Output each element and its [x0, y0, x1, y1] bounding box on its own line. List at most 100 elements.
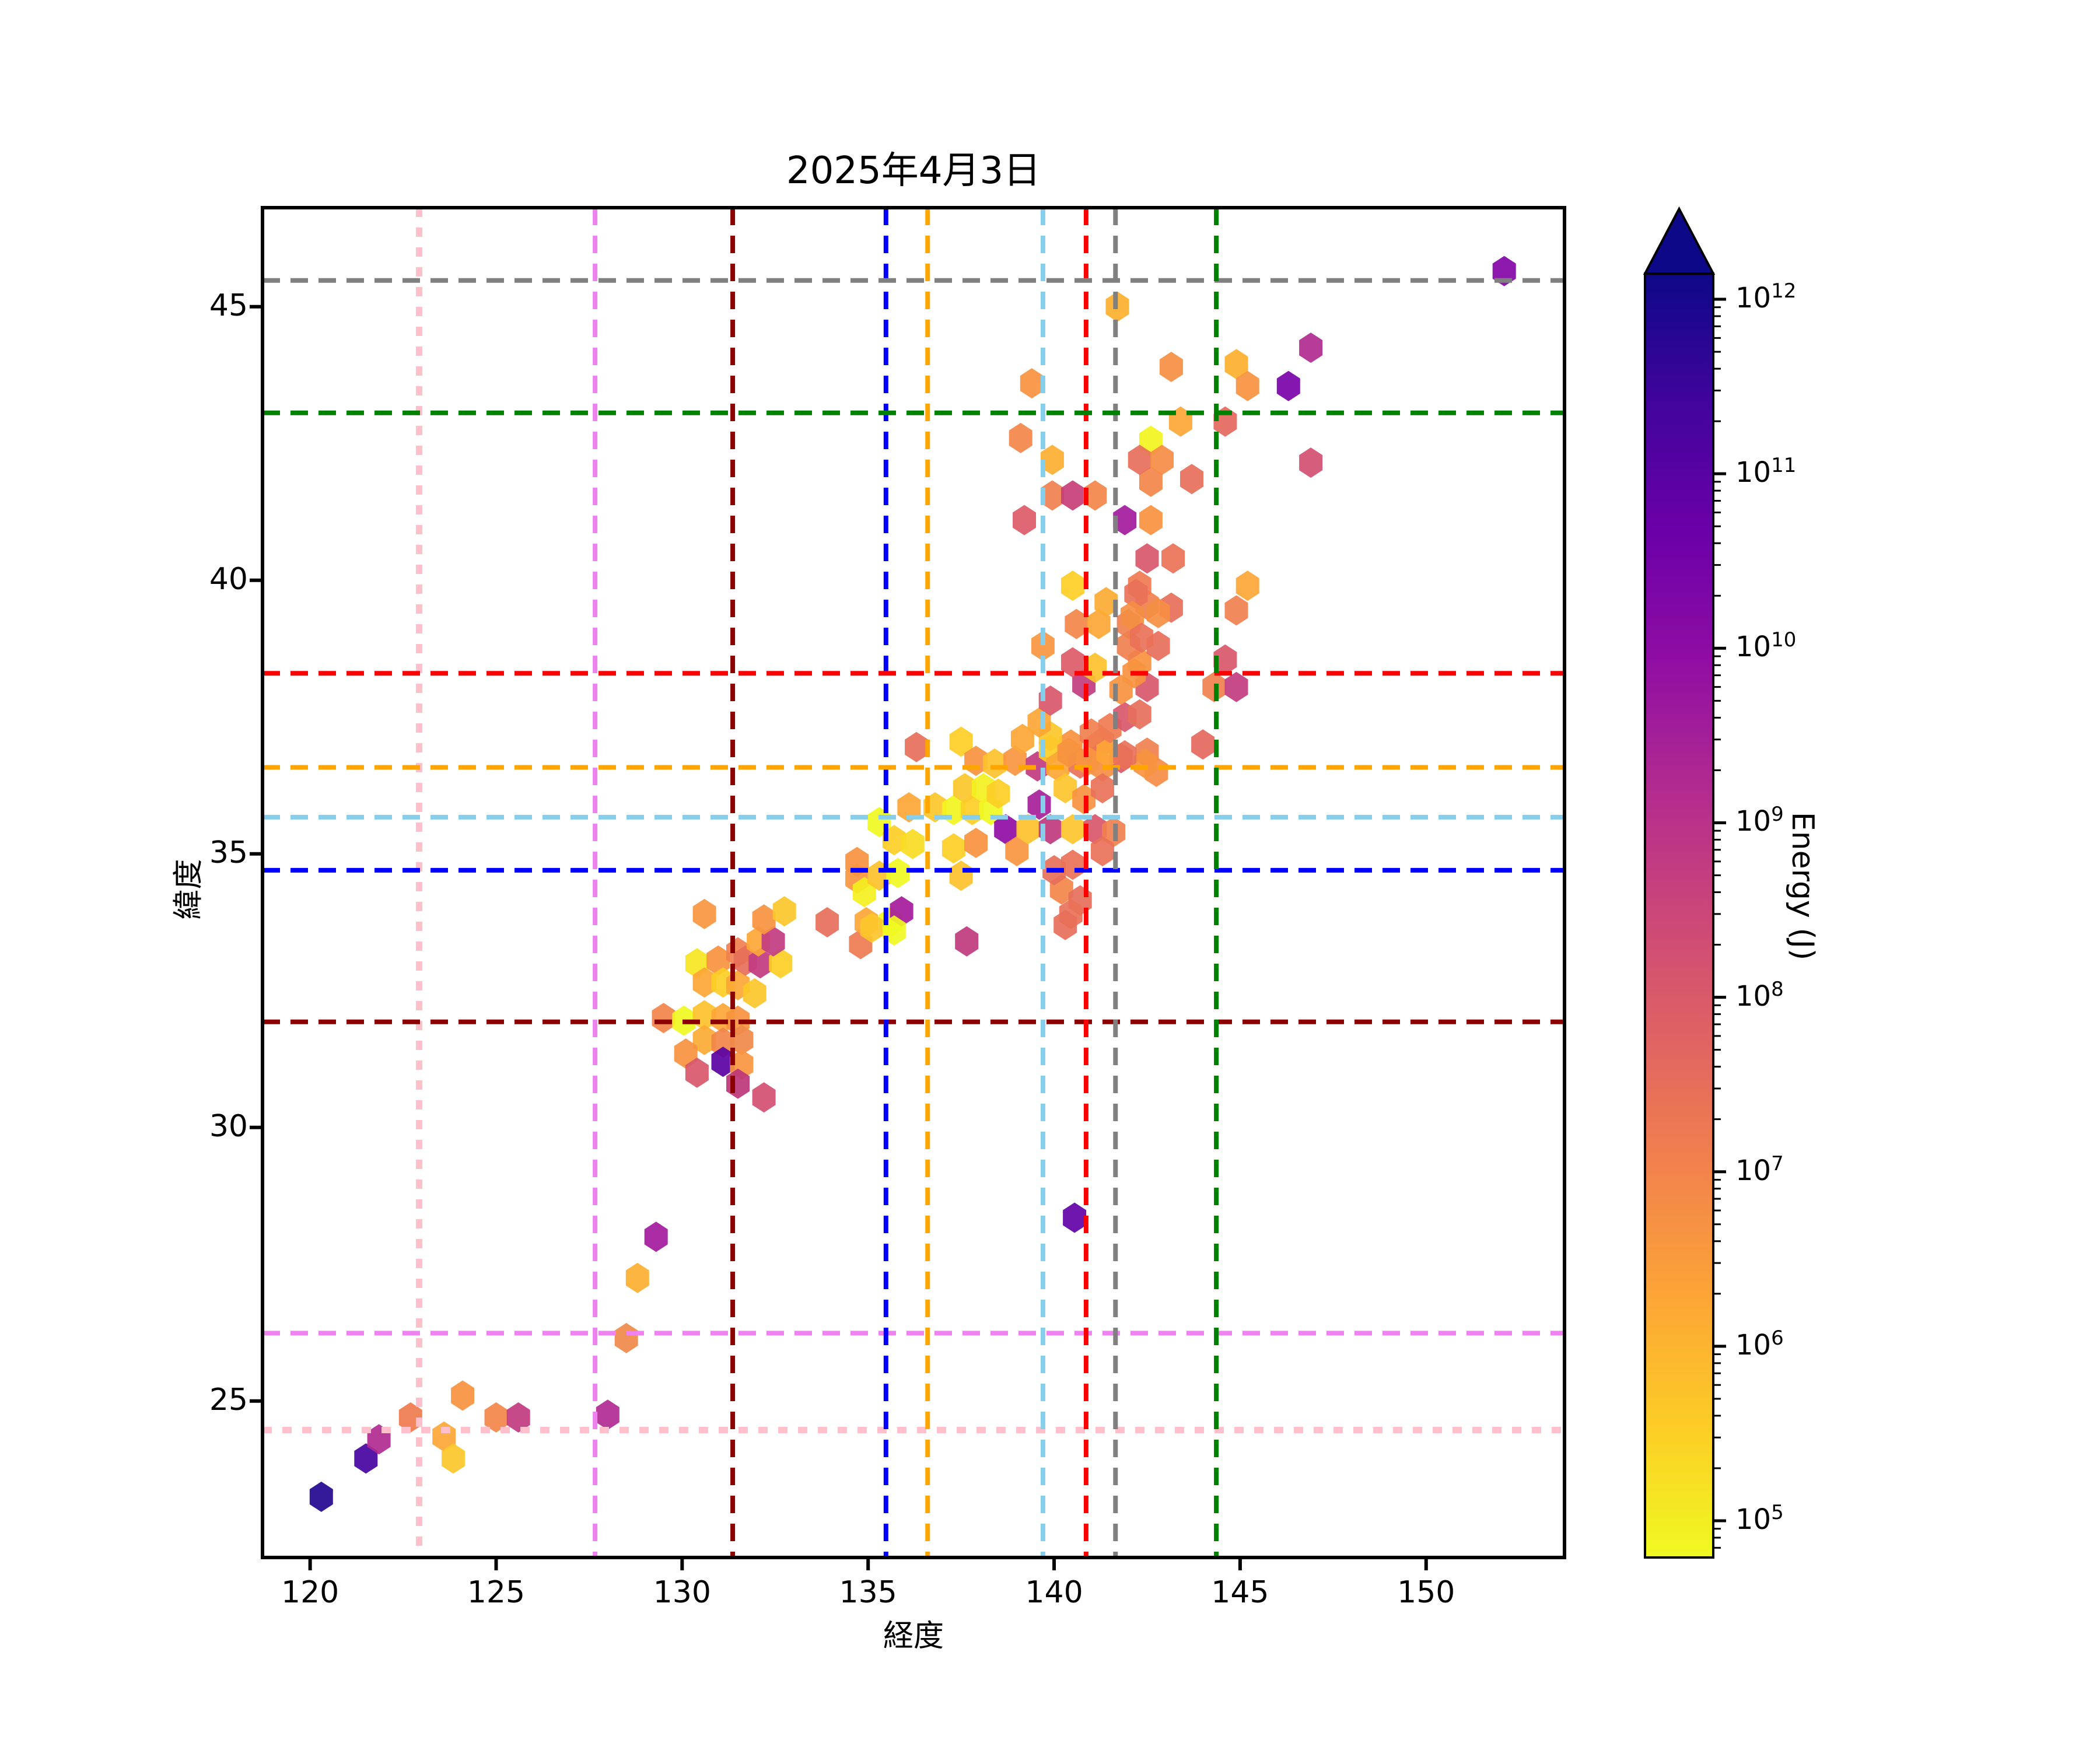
colorbar-tick-label: 106	[1735, 1326, 1784, 1362]
hex-data-point	[748, 948, 772, 979]
y-tick-label: 40	[209, 561, 248, 597]
hex-data-point	[1191, 729, 1215, 760]
hex-data-point	[692, 967, 716, 998]
hex-data-point	[1040, 480, 1064, 511]
hex-data-point	[1129, 622, 1153, 653]
hex-data-point	[1161, 543, 1185, 574]
y-tick-label: 25	[209, 1382, 248, 1418]
hex-data-point	[1094, 587, 1118, 618]
x-tick-label: 135	[839, 1575, 897, 1610]
hex-data-point	[1005, 836, 1029, 867]
colorbar-tick-label: 105	[1735, 1501, 1784, 1536]
colorbar-tick-label: 1012	[1735, 279, 1797, 315]
hex-data-point	[1060, 814, 1084, 845]
hex-data-point	[905, 732, 929, 762]
hex-data-point	[1057, 737, 1081, 768]
y-tick-label: 30	[209, 1108, 248, 1144]
hex-data-point	[994, 814, 1018, 845]
hex-data-point	[692, 1024, 716, 1055]
hex-data-point	[1224, 671, 1248, 702]
hex-data-point	[860, 912, 884, 943]
hex-data-point	[506, 1402, 530, 1433]
x-tick-label: 120	[281, 1575, 340, 1610]
hex-data-point	[1083, 480, 1107, 511]
hex-data-point	[1009, 422, 1032, 453]
hex-data-point	[949, 860, 973, 891]
hex-data-point	[1276, 370, 1300, 401]
hex-data-point	[711, 1046, 735, 1077]
x-axis-label: 経度	[883, 1619, 944, 1654]
x-tick-label: 145	[1211, 1575, 1269, 1610]
hex-data-point	[1065, 608, 1088, 639]
colorbar-outline	[1644, 272, 1714, 1559]
hex-data-point	[652, 1003, 676, 1034]
hex-data-point	[949, 726, 973, 757]
hex-data-point	[685, 1057, 709, 1088]
hex-data-point	[1128, 444, 1152, 475]
hex-data-point	[772, 896, 796, 927]
hex-data-point	[442, 1443, 466, 1474]
y-axis-label: 緯度	[171, 859, 206, 920]
hex-data-point	[596, 1399, 620, 1430]
hex-data-point	[1054, 773, 1077, 804]
hex-data-point	[964, 828, 988, 858]
hex-data-point	[730, 1024, 754, 1055]
hex-data-point	[942, 833, 965, 864]
hex-data-point	[1146, 598, 1170, 628]
hex-data-point	[1121, 600, 1144, 631]
colorbar-tick-label: 1010	[1735, 628, 1797, 664]
hex-data-point	[1236, 370, 1259, 401]
hex-data-point	[711, 1027, 735, 1058]
hex-data-point	[1224, 349, 1248, 380]
hex-data-point	[1133, 748, 1157, 779]
hex-data-point	[354, 1443, 378, 1474]
hex-data-point	[752, 1082, 776, 1113]
hex-data-point	[1060, 647, 1084, 678]
hex-data-point	[1139, 466, 1163, 497]
hex-data-point	[1060, 480, 1084, 511]
hex-data-point	[1236, 570, 1259, 601]
hex-data-point	[1139, 505, 1163, 536]
hex-data-point	[886, 858, 910, 888]
hex-data-point	[761, 926, 785, 957]
chart-title: 2025年4月3日	[786, 149, 1041, 192]
hex-data-point	[1083, 814, 1107, 845]
x-tick-label: 150	[1397, 1575, 1455, 1610]
y-tick-label: 45	[209, 288, 248, 323]
hex-data-point	[1124, 579, 1148, 610]
hex-data-point	[816, 907, 839, 937]
hex-data-point	[743, 978, 766, 1009]
hex-data-point	[1128, 699, 1152, 730]
hex-data-point	[1060, 570, 1084, 601]
colorbar-gradient	[1645, 274, 1713, 1558]
hex-data-point	[1016, 814, 1040, 845]
axes-spines	[261, 206, 1566, 1559]
hex-data-point	[1091, 836, 1114, 867]
hex-data-point	[1213, 644, 1237, 675]
hex-data-point	[1020, 368, 1044, 399]
hex-data-point	[1054, 909, 1077, 940]
colorbar-tick-label: 1011	[1735, 454, 1797, 489]
colorbar-extend-arrow	[1643, 206, 1716, 275]
hex-data-point	[1113, 740, 1137, 771]
hex-data-point	[1010, 723, 1034, 754]
hex-data-point	[1299, 447, 1323, 478]
y-tick-label: 35	[209, 835, 248, 870]
hex-data-point	[955, 926, 979, 957]
hex-data-point	[1063, 1202, 1087, 1233]
hex-data-point	[1299, 332, 1323, 363]
hex-data-point	[625, 1262, 649, 1293]
colorbar-tick-label: 107	[1735, 1152, 1784, 1187]
hex-data-point	[644, 1222, 668, 1252]
hex-data-point	[953, 773, 977, 804]
hex-data-point	[901, 828, 925, 859]
hex-data-point	[769, 948, 793, 979]
hex-data-point	[752, 904, 776, 935]
hex-data-point	[692, 898, 716, 929]
hex-data-point	[1031, 631, 1055, 662]
colorbar-tick-label: 109	[1735, 803, 1784, 838]
hex-data-point	[1180, 464, 1203, 495]
hex-data-point	[309, 1481, 333, 1512]
